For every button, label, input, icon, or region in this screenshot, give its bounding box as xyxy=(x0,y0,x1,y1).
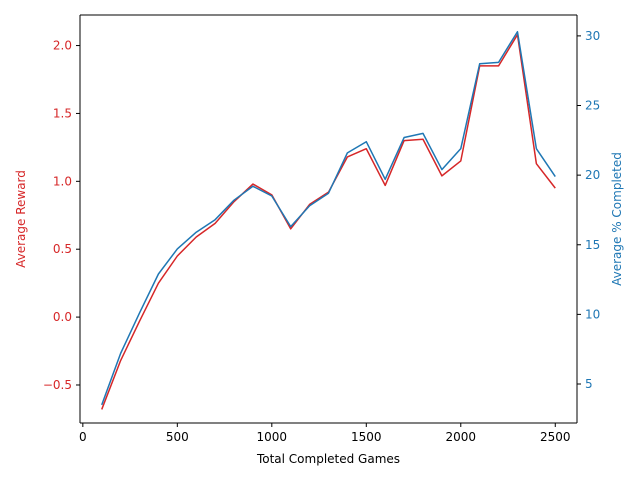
y-left-tick-label: 2.0 xyxy=(53,39,72,53)
x-axis-title: Total Completed Games xyxy=(256,452,400,466)
y-left-tick-label: 0.0 xyxy=(53,310,72,324)
axes-layer xyxy=(79,14,578,424)
series-line-left xyxy=(101,33,556,410)
y-right-tick-label: 15 xyxy=(585,238,600,252)
y-left-tick-label: −0.5 xyxy=(43,378,72,392)
y-axis-right-title: Average % Completed xyxy=(610,152,624,286)
series-layer xyxy=(101,30,556,410)
x-tick-label: 500 xyxy=(166,430,189,444)
y-left-tick-label: 1.5 xyxy=(53,106,72,120)
x-tick-label: 2500 xyxy=(540,430,571,444)
ticks-layer: 0 500 1000 1500 2000 2500 −0.5 0.0 0.5 1.0 1.5 2.0 5… xyxy=(43,29,600,444)
y-left-tick-label: 0.5 xyxy=(53,242,72,256)
x-tick-label: 1500 xyxy=(351,430,382,444)
y-right-tick-label: 10 xyxy=(585,307,600,321)
y-right-tick-label: 5 xyxy=(585,377,593,391)
series-line-right xyxy=(101,30,556,406)
y-right-tick-label: 25 xyxy=(585,99,600,113)
y-left-tick-label: 1.0 xyxy=(53,174,72,188)
y-right-tick-label: 30 xyxy=(585,29,600,43)
x-tick-label: 2000 xyxy=(446,430,477,444)
x-tick-label: 1000 xyxy=(257,430,288,444)
y-right-tick-label: 20 xyxy=(585,168,600,182)
y-axis-left-title: Average Reward xyxy=(14,170,28,268)
x-tick-label: 0 xyxy=(79,430,87,444)
